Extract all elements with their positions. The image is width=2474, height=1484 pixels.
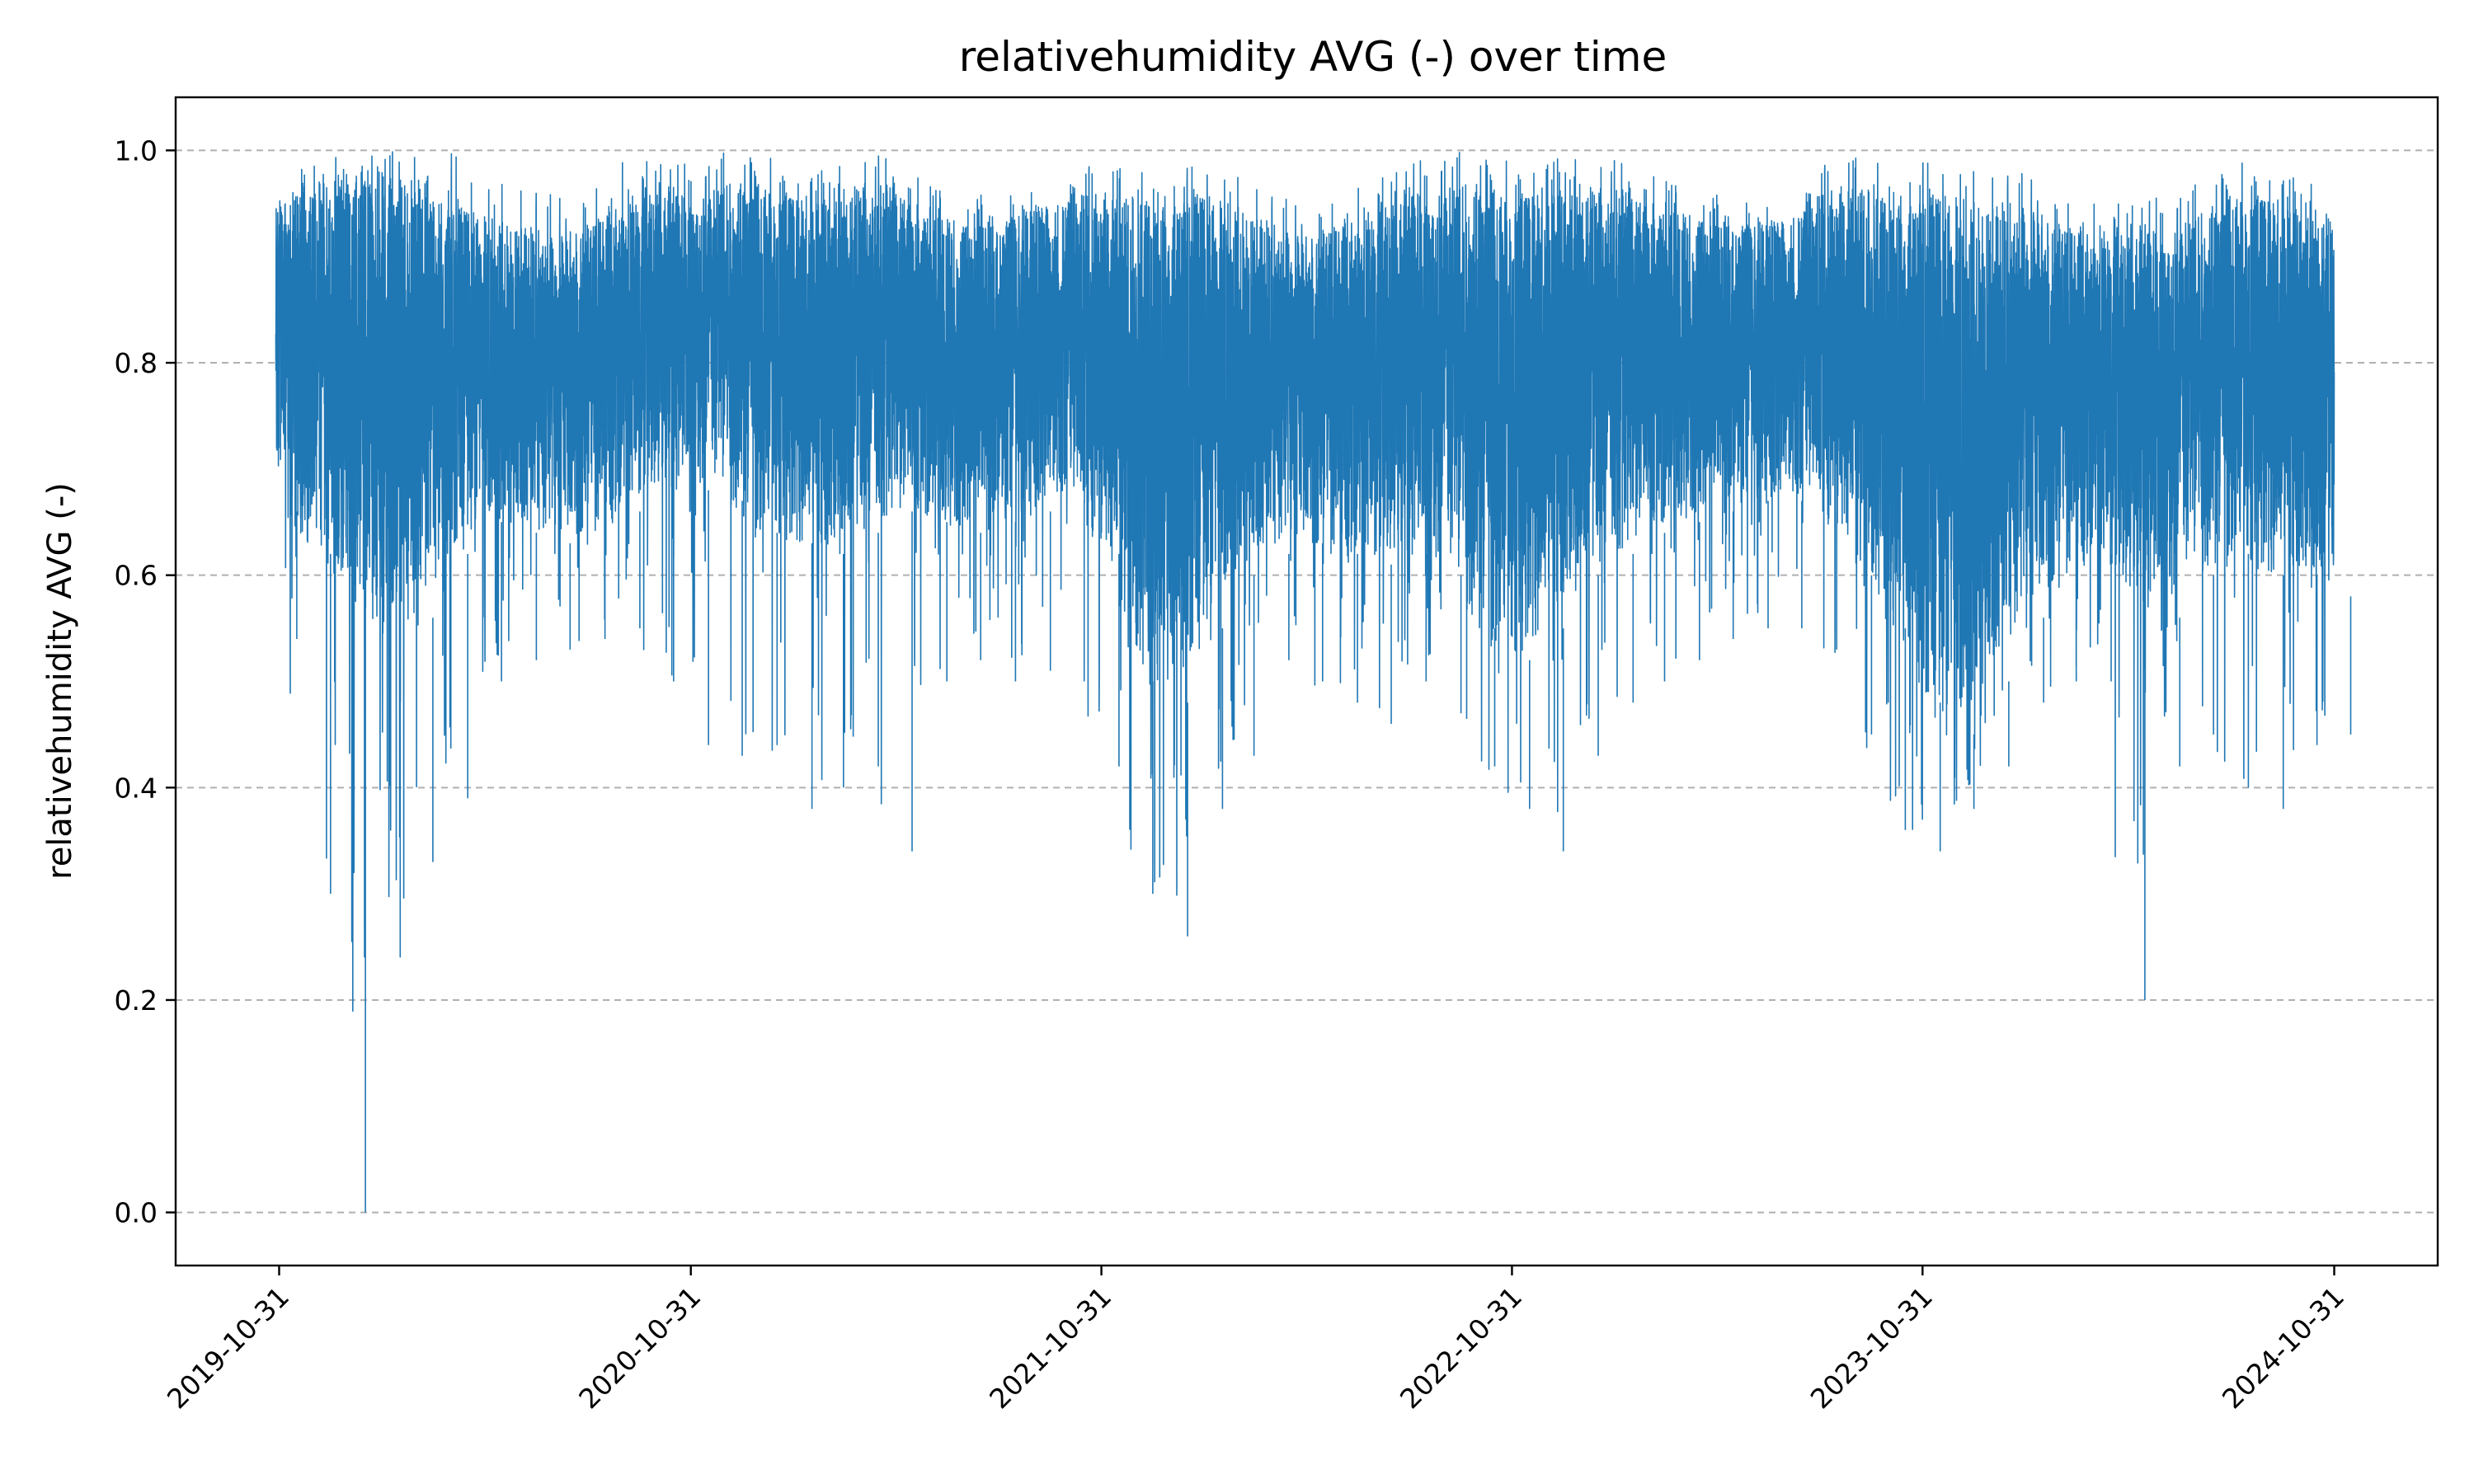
chart-title: relativehumidity AVG (-) over time [959, 33, 1667, 81]
y-tick-label: 1.0 [115, 134, 158, 167]
series-line [275, 151, 2352, 1213]
y-tick-label: 0.4 [115, 772, 158, 804]
series-relative-humidity [275, 151, 2352, 1213]
y-tick-label: 0.2 [115, 984, 158, 1017]
y-tick-label: 0.6 [115, 560, 158, 592]
y-tick-label: 0.0 [115, 1197, 158, 1229]
y-axis: 0.0 0.2 0.4 0.6 0.8 1.0 [115, 134, 176, 1229]
y-axis-label: relativehumidity AVG (-) [41, 482, 79, 880]
y-tick-label: 0.8 [115, 347, 158, 379]
plot-frame [174, 96, 2439, 1267]
